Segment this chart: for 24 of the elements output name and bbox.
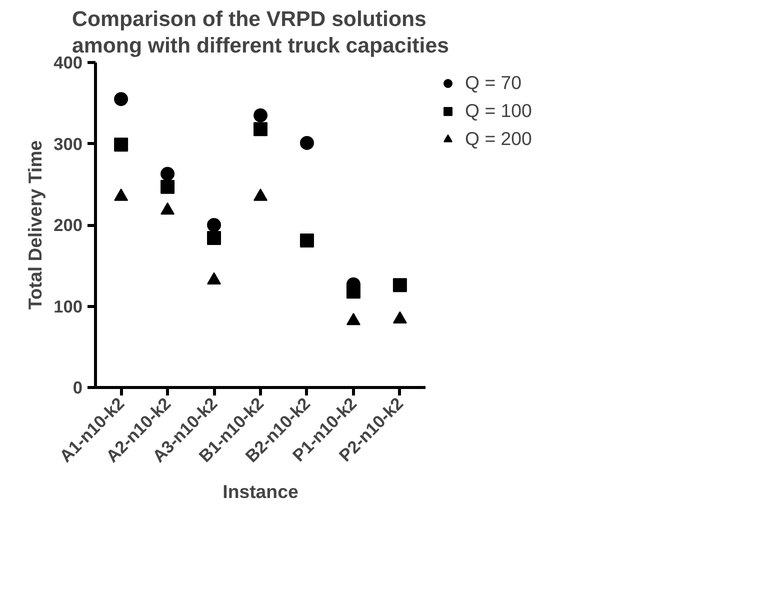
point — [392, 278, 407, 292]
y-tick-label: 300 — [54, 134, 83, 154]
point — [207, 218, 222, 232]
point — [114, 92, 128, 106]
point — [160, 180, 175, 194]
point — [114, 138, 128, 152]
point — [207, 272, 222, 285]
point — [160, 166, 175, 181]
point — [300, 233, 314, 248]
point — [346, 284, 360, 299]
legend-label: Q = 100 — [465, 100, 532, 122]
y-tick-label: 0 — [72, 378, 83, 398]
point — [207, 231, 222, 245]
y-tick-label: 100 — [54, 296, 83, 316]
legend-label: Q = 200 — [465, 128, 532, 150]
point — [254, 122, 268, 136]
y-tick-label: 200 — [54, 215, 83, 235]
point — [300, 136, 314, 150]
point — [346, 312, 360, 326]
point — [254, 108, 268, 122]
point — [392, 311, 407, 324]
x-axis-title: Instance — [222, 481, 298, 502]
y-axis-title: Total Delivery Time — [24, 140, 46, 310]
legend-label: Q = 70 — [465, 72, 522, 94]
